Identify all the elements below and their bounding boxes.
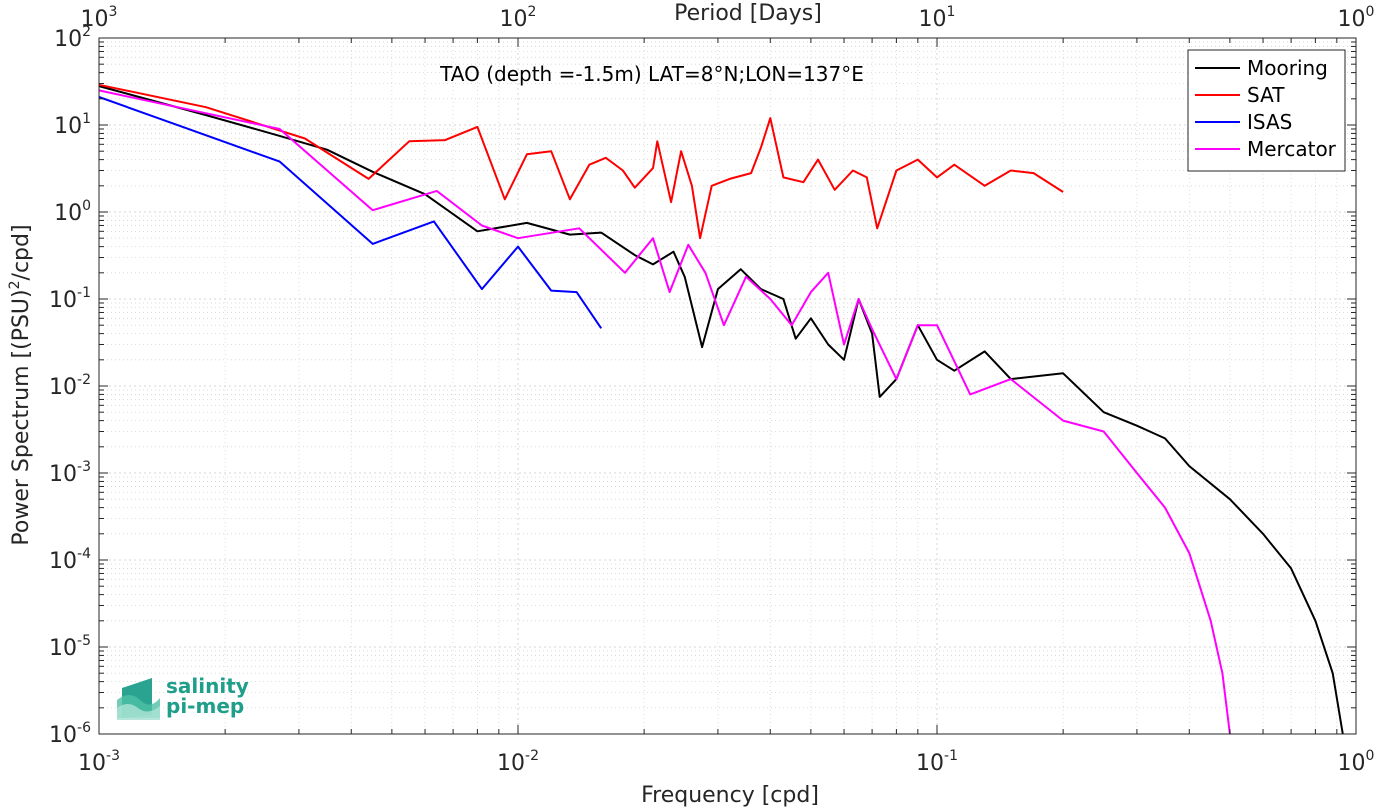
series-line-mooring <box>98 85 1344 735</box>
y-tick-label-base: 10 <box>49 723 77 748</box>
legend: Mooring SAT ISAS Mercator <box>1187 49 1346 172</box>
series-line-sat <box>98 83 1064 240</box>
y-tick-label: 10-5 <box>49 633 91 661</box>
x-tick-label: 10-1 <box>916 748 958 776</box>
top-axis-label: Period [Days] <box>674 1 822 26</box>
top-tick-label-base: 10 <box>1338 7 1366 32</box>
logo-text-line2: pi-mep <box>166 694 244 718</box>
x-tick-label-exp: -1 <box>944 748 958 764</box>
legend-label-sat: SAT <box>1247 83 1285 107</box>
top-tick-label: 102 <box>500 4 537 32</box>
y-tick-label-base: 10 <box>54 114 82 139</box>
top-tick-label-exp: 0 <box>1366 4 1375 20</box>
y-tick-label-base: 10 <box>54 27 82 52</box>
x-tick-label-base: 10 <box>78 751 106 776</box>
y-tick-label-exp: -1 <box>77 285 91 301</box>
y-tick-label: 10-1 <box>49 285 91 313</box>
x-tick-label: 10-3 <box>78 748 120 776</box>
top-tick-label-base: 10 <box>81 7 109 32</box>
x-tick-label-base: 10 <box>916 751 944 776</box>
top-tick-label: 101 <box>919 4 956 32</box>
x-axis-label: Frequency [cpd] <box>641 783 819 808</box>
y-tick-label: 10-3 <box>49 459 91 487</box>
y-axis-label-tail: /cpd] <box>9 224 34 280</box>
x-tick-label-exp: -3 <box>106 748 120 764</box>
series-line-mercator <box>98 89 1231 735</box>
y-tick-label-exp: -3 <box>77 459 91 475</box>
y-tick-label-base: 10 <box>49 375 77 400</box>
y-tick-label-base: 10 <box>54 201 82 226</box>
x-tick-label-exp: -2 <box>525 748 539 764</box>
y-tick-label: 10-2 <box>49 372 91 400</box>
top-tick-label-exp: 3 <box>109 4 118 20</box>
logo-wave-icon <box>117 678 160 720</box>
tick-marks <box>98 37 1357 735</box>
y-tick-label: 100 <box>54 198 91 226</box>
y-tick-label-base: 10 <box>49 288 77 313</box>
top-tick-label: 100 <box>1338 4 1375 32</box>
salinity-pi-mep-logo: salinity pi-mep <box>117 674 249 720</box>
legend-label-mercator: Mercator <box>1247 137 1337 161</box>
top-tick-label-exp: 2 <box>528 4 537 20</box>
x-tick-label-exp: 0 <box>1366 748 1375 764</box>
legend-box <box>1187 49 1346 172</box>
legend-label-mooring: Mooring <box>1247 56 1328 80</box>
x-tick-label: 10-2 <box>497 748 539 776</box>
y-tick-label-exp: -6 <box>77 720 91 736</box>
logo-text-line1: salinity <box>166 674 249 698</box>
series-lines <box>98 83 1344 735</box>
y-tick-label: 101 <box>54 111 91 139</box>
y-tick-label-base: 10 <box>49 462 77 487</box>
y-tick-label-exp: -2 <box>77 372 91 388</box>
x-tick-label-base: 10 <box>497 751 525 776</box>
top-tick-label-base: 10 <box>919 7 947 32</box>
y-tick-label-exp: 1 <box>82 111 91 127</box>
y-tick-label: 10-6 <box>49 720 91 748</box>
y-tick-label-exp: -5 <box>77 633 91 649</box>
plot-frame <box>98 37 1357 735</box>
y-tick-label-exp: 2 <box>82 24 91 40</box>
y-tick-label: 10-4 <box>49 546 91 574</box>
y-tick-label-base: 10 <box>49 549 77 574</box>
top-tick-label-exp: 1 <box>947 4 956 20</box>
y-axis-label-main: Power Spectrum [(PSU) <box>9 289 34 545</box>
chart-title: TAO (depth =-1.5m) LAT=8°N;LON=137°E <box>439 62 864 86</box>
x-tick-label: 100 <box>1338 748 1375 776</box>
y-axis-label: Power Spectrum [(PSU)2/cpd] <box>7 224 34 545</box>
y-tick-label-base: 10 <box>49 636 77 661</box>
y-tick-label: 102 <box>54 24 91 52</box>
y-tick-label-exp: 0 <box>82 198 91 214</box>
top-tick-label: 103 <box>81 4 118 32</box>
grid <box>99 38 1356 734</box>
top-tick-label-base: 10 <box>500 7 528 32</box>
y-axis-label-sup: 2 <box>7 280 23 289</box>
legend-label-isas: ISAS <box>1247 110 1292 134</box>
series-line-isas <box>98 96 603 329</box>
y-tick-label-exp: -4 <box>77 546 91 562</box>
x-tick-label-base: 10 <box>1338 751 1366 776</box>
